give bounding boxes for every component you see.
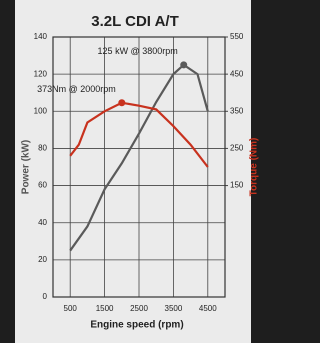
x-tick-label: 3500 <box>165 304 183 313</box>
annotation: 125 kW @ 3800rpm <box>98 46 178 56</box>
y2-tick-label: 550 <box>230 32 244 41</box>
y-tick-label: 120 <box>34 69 48 78</box>
annotation: 373Nm @ 2000rpm <box>37 84 116 94</box>
y2-tick-label: 350 <box>230 106 244 115</box>
x-axis-label: Engine speed (rpm) <box>90 320 183 331</box>
y-tick-label: 100 <box>34 106 48 115</box>
x-tick-label: 4500 <box>199 304 217 313</box>
x-tick-label: 1500 <box>96 304 114 313</box>
peak-marker <box>118 99 125 106</box>
chart-title: 3.2L CDI A/T <box>91 13 179 30</box>
y2-tick-label: 450 <box>230 69 244 78</box>
y-tick-label: 140 <box>34 32 48 41</box>
y-tick-label: 40 <box>38 218 47 227</box>
y2-tick-label: 250 <box>230 144 244 153</box>
y-axis-label: Power (kW) <box>21 140 32 194</box>
y2-axis-label: Torque (Nm) <box>249 138 260 197</box>
y-tick-label: 0 <box>43 292 48 301</box>
x-tick-label: 2500 <box>130 304 148 313</box>
y-tick-label: 60 <box>38 181 47 190</box>
y-tick-label: 80 <box>38 144 47 153</box>
peak-marker <box>180 61 187 68</box>
chart: 3.2L CDI A/T Engine speed (rpm) Power (k… <box>0 0 263 343</box>
x-tick-label: 500 <box>64 304 78 313</box>
y2-tick-label: 150 <box>230 181 244 190</box>
y-tick-label: 20 <box>38 255 47 264</box>
page: 3.2L CDI A/T Engine speed (rpm) Power (k… <box>0 0 320 343</box>
